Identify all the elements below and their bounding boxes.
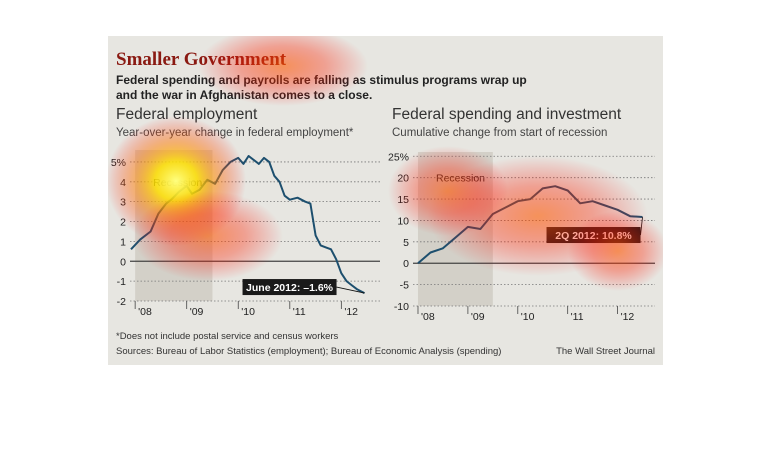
x-tick-label: '12 (344, 306, 358, 318)
y-tick-label: 10 (397, 215, 409, 227)
x-tick-label: '10 (241, 306, 255, 318)
y-tick-label: 4 (120, 177, 126, 189)
callout-box (242, 279, 337, 296)
figure-subtitle-line-2: and the war in Afghanistan comes to a cl… (116, 88, 373, 102)
y-tick-label: 20 (397, 173, 409, 185)
footnote: *Does not include postal service and cen… (116, 331, 339, 342)
right-chart-title: Federal spending and investment (392, 106, 622, 123)
figure-subtitle-line-1: Federal spending and payrolls are fallin… (116, 73, 527, 87)
federal-spending-chart: Recession -10 -5 0 5 10 15 20 25% '08 '09 '10 '11 '12… (388, 151, 655, 323)
x-tick-label: '12 (621, 311, 635, 323)
recession-label: Recession (436, 173, 485, 185)
federal-employment-chart: Recession -2 -1 0 1 2 3 4 5% '08 '09 '10 '11 '12 June … (111, 150, 380, 318)
left-chart-subtitle: Year-over-year change in federal employm… (116, 127, 354, 139)
credit: The Wall Street Journal (556, 346, 655, 357)
x-tick-label: '09 (471, 311, 485, 323)
y-tick-label: 3 (120, 197, 126, 209)
x-tick-label: '08 (138, 306, 152, 318)
x-tick-label: '08 (421, 311, 435, 323)
x-tick-label: '10 (521, 311, 535, 323)
callout-label: 2Q 2012: 10.8% (555, 230, 632, 242)
callout-label: June 2012: –1.6% (246, 282, 334, 294)
right-chart-subtitle: Cumulative change from start of recessio… (392, 127, 608, 139)
left-chart-title: Federal employment (116, 106, 258, 123)
recession-band (135, 150, 213, 301)
y-tick-label: 5 (403, 237, 409, 249)
y-tick-label: 0 (120, 256, 126, 268)
callout-leader (336, 286, 365, 294)
x-tick-label: '09 (190, 306, 204, 318)
y-tick-label: 5% (111, 157, 126, 169)
y-tick-label: 0 (403, 258, 409, 270)
y-tick-label: 15 (397, 194, 409, 206)
callout-leader (640, 216, 643, 236)
y-tick-label: -10 (394, 301, 409, 313)
sources: Sources: Bureau of Labor Statistics (emp… (116, 346, 502, 357)
y-tick-label: -5 (400, 280, 409, 292)
y-tick-label: 2 (120, 217, 126, 229)
y-tick-label: -2 (117, 296, 126, 308)
figure-title: Smaller Government (116, 49, 287, 70)
y-tick-label: 1 (120, 236, 126, 248)
x-tick-label: '11 (293, 306, 306, 318)
y-tick-label: 25% (388, 151, 409, 163)
y-tick-label: -1 (117, 276, 126, 288)
x-tick-label: '11 (571, 311, 584, 323)
chart-figure: Smaller Government Federal spending and … (108, 36, 663, 365)
recession-label: Recession (153, 177, 202, 189)
